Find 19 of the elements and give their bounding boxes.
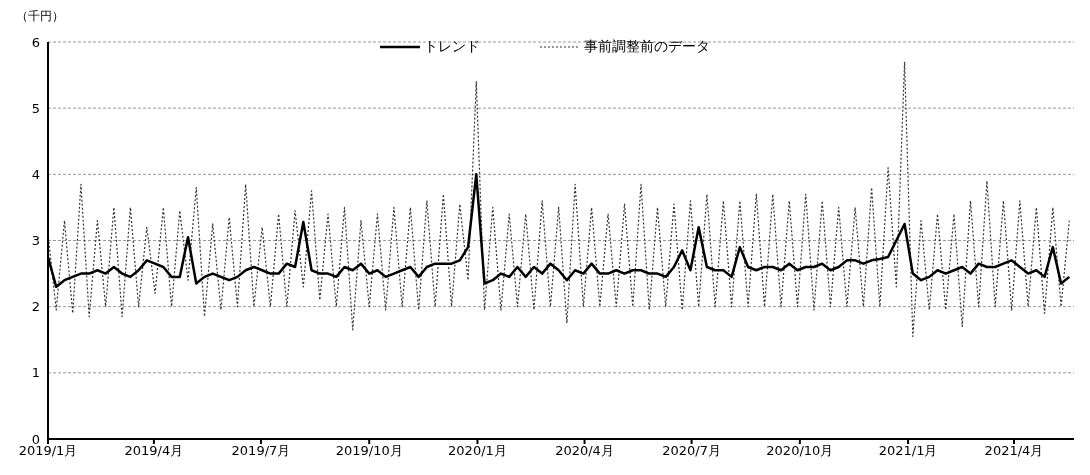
x-tick-label: 2020/4月 (555, 443, 614, 459)
y-tick-label: 3 (31, 233, 40, 249)
y-tick-label: 6 (31, 34, 40, 50)
x-tick-label: 2020/10月 (766, 443, 834, 459)
x-tick-label: 2020/1月 (448, 443, 507, 459)
y-tick-label: 4 (31, 166, 40, 182)
x-tick-label: 2021/1月 (878, 443, 938, 459)
y-axis-title: （千円） (16, 8, 64, 25)
y-tick-label: 5 (31, 100, 40, 116)
y-tick-label: 1 (31, 365, 40, 381)
legend-label: トレンド (424, 38, 480, 56)
x-tick-label: 2021/4月 (984, 443, 1044, 459)
line-series (48, 61, 1070, 338)
y-tick-label: 2 (31, 299, 40, 315)
x-tick-label: 2019/4月 (124, 443, 184, 459)
x-tick-label: 2019/10月 (335, 443, 403, 459)
x-tick-label: 2019/7月 (231, 443, 291, 459)
legend-label: 事前調整前のデータ (584, 38, 710, 56)
x-tick-label: 2020/7月 (662, 443, 721, 459)
